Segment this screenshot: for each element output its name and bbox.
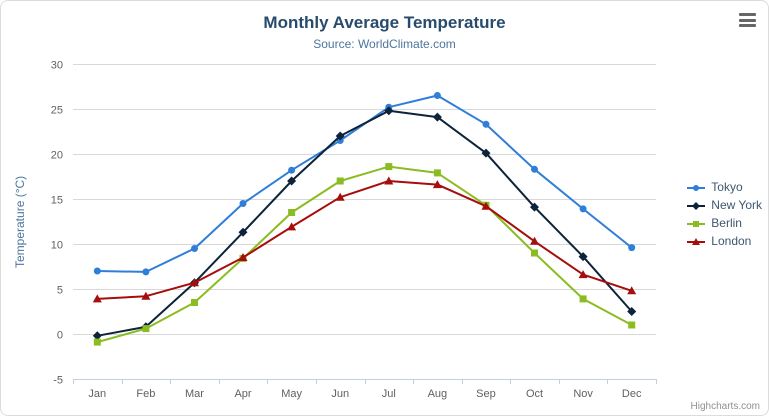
x-axis-category-label: Jul	[382, 388, 396, 400]
x-axis-category-label: Dec	[622, 388, 642, 400]
data-point-marker[interactable]	[287, 222, 297, 231]
legend-marker-square-icon	[687, 220, 706, 227]
x-axis-category-label: Aug	[428, 388, 448, 400]
data-point-marker[interactable]	[92, 294, 102, 303]
series-tokyo[interactable]	[93, 92, 636, 276]
data-point-marker[interactable]	[238, 227, 248, 237]
x-axis-category-label: Feb	[136, 388, 155, 400]
data-point-marker[interactable]	[336, 177, 344, 185]
chart-legend: Tokyo New York Berlin London	[686, 180, 762, 249]
data-point-marker[interactable]	[142, 325, 150, 333]
data-point-marker[interactable]	[628, 321, 636, 329]
data-point-marker[interactable]	[385, 163, 393, 171]
hamburger-icon	[739, 13, 756, 16]
y-axis-tick-label: 15	[51, 195, 63, 207]
legend-marker-diamond-icon	[687, 201, 706, 210]
legend-marker-triangle-icon	[687, 237, 706, 245]
x-axis-category-label: Jan	[88, 388, 106, 400]
y-axis-tick-label: 25	[51, 105, 63, 117]
hamburger-icon	[739, 24, 756, 27]
data-point-marker[interactable]	[530, 236, 539, 245]
data-point-marker[interactable]	[432, 112, 442, 122]
series-line-new-york[interactable]	[96, 109, 633, 337]
data-point-marker[interactable]	[384, 176, 394, 185]
data-point-marker[interactable]	[578, 252, 588, 262]
y-axis-tick-label: 10	[51, 240, 63, 252]
data-point-marker[interactable]	[433, 169, 441, 177]
data-point-marker[interactable]	[481, 148, 491, 158]
y-axis-tick-label: 30	[51, 60, 63, 72]
x-axis-category-label: Sep	[476, 388, 496, 400]
data-point-marker[interactable]	[692, 201, 701, 210]
data-point-marker[interactable]	[481, 201, 491, 210]
x-axis-category-label: Jun	[331, 388, 349, 400]
legend-item-london[interactable]: London	[686, 234, 762, 249]
data-point-marker[interactable]	[693, 220, 700, 227]
data-point-marker[interactable]	[432, 180, 442, 189]
data-point-marker[interactable]	[335, 192, 345, 201]
data-point-marker[interactable]	[692, 237, 701, 245]
series-london[interactable]	[92, 176, 637, 303]
data-point-marker[interactable]	[190, 278, 199, 287]
legend-marker-circle-icon	[687, 184, 706, 191]
data-point-marker[interactable]	[693, 184, 700, 191]
legend-item-tokyo[interactable]: Tokyo	[686, 180, 762, 195]
legend-label: London	[711, 234, 752, 248]
y-axis-tick-label: 5	[57, 285, 63, 297]
x-axis-category-label: Oct	[526, 388, 543, 400]
data-point-marker[interactable]	[482, 120, 490, 128]
data-point-marker[interactable]	[93, 338, 101, 346]
chart-title: Monthly Average Temperature	[263, 13, 506, 32]
data-point-marker[interactable]	[384, 106, 394, 116]
chart-context-menu-button[interactable]	[739, 13, 756, 27]
series-line-tokyo[interactable]	[96, 94, 633, 273]
series-new-york[interactable]	[92, 106, 637, 341]
hamburger-icon	[739, 18, 756, 22]
data-point-marker[interactable]	[142, 268, 150, 276]
x-axis-category-label: Apr	[234, 388, 251, 400]
y-axis-tick-label: 20	[51, 150, 63, 162]
x-axis-category-label: Mar	[185, 388, 204, 400]
data-point-marker[interactable]	[93, 267, 101, 275]
data-point-marker[interactable]	[530, 202, 539, 212]
data-point-marker[interactable]	[287, 176, 297, 186]
data-point-marker[interactable]	[579, 295, 587, 303]
y-axis-tick-label: -5	[53, 375, 63, 387]
series-line-london[interactable]	[96, 180, 633, 300]
data-point-marker[interactable]	[627, 286, 637, 295]
y-axis-tick-label: 0	[57, 330, 63, 342]
series-line-berlin[interactable]	[96, 165, 633, 344]
x-axis-category-label: May	[281, 388, 302, 400]
data-point-marker[interactable]	[628, 244, 636, 252]
data-point-marker[interactable]	[433, 92, 441, 99]
legend-label: Tokyo	[711, 180, 743, 194]
legend-item-berlin[interactable]: Berlin	[686, 216, 762, 231]
legend-item-new-york[interactable]: New York	[686, 198, 762, 213]
legend-label: Berlin	[711, 216, 742, 230]
data-point-marker[interactable]	[141, 291, 151, 300]
data-point-marker[interactable]	[578, 270, 588, 279]
chart-subtitle: Source: WorldClimate.com	[313, 37, 456, 51]
data-point-marker[interactable]	[288, 209, 296, 216]
highcharts-credit-link[interactable]: Highcharts.com	[690, 401, 760, 412]
data-point-marker[interactable]	[531, 165, 538, 173]
legend-label: New York	[711, 198, 762, 212]
data-point-marker[interactable]	[627, 307, 637, 316]
data-point-marker[interactable]	[335, 131, 345, 141]
data-point-marker[interactable]	[288, 166, 296, 174]
data-point-marker[interactable]	[191, 299, 198, 306]
data-point-marker[interactable]	[239, 200, 247, 207]
x-axis-category-label: Nov	[573, 388, 593, 400]
data-point-marker[interactable]	[92, 331, 102, 341]
data-point-marker[interactable]	[238, 253, 248, 261]
data-point-marker[interactable]	[531, 249, 538, 257]
data-point-marker[interactable]	[191, 245, 198, 252]
data-point-marker[interactable]	[579, 205, 587, 213]
